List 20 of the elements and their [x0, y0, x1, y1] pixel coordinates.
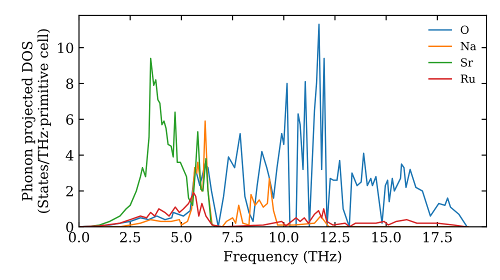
y-axis-title: Phonon projected DOS (States/THz·primitive cell)	[22, 29, 51, 213]
legend-label: O	[460, 26, 469, 34]
x-tick-label: 17.5	[424, 232, 452, 242]
y-tick-label: 10	[58, 42, 74, 54]
x-tick-label: 5.0	[172, 232, 192, 242]
x-axis-title: Frequency (THz)	[224, 250, 342, 264]
x-tick-label: 7.5	[222, 232, 243, 242]
legend-label: Ru	[460, 74, 476, 83]
x-tick-label: 2.5	[120, 232, 140, 242]
legend-label: Na	[460, 42, 476, 50]
y-tick-label: 8	[66, 78, 74, 89]
x-tick-label: 12.5	[321, 232, 350, 242]
x-tick-label: 0.0	[68, 232, 90, 242]
x-tick-label: 10.0	[270, 232, 298, 242]
y-tick-label: 0	[66, 222, 74, 232]
legend-label: Sr	[461, 58, 474, 67]
y-tick-label: 6	[66, 114, 74, 125]
y-tick-label: 2	[66, 186, 73, 196]
y-tick-label: 4	[66, 150, 74, 160]
x-tick-label: 15.0	[372, 232, 401, 242]
